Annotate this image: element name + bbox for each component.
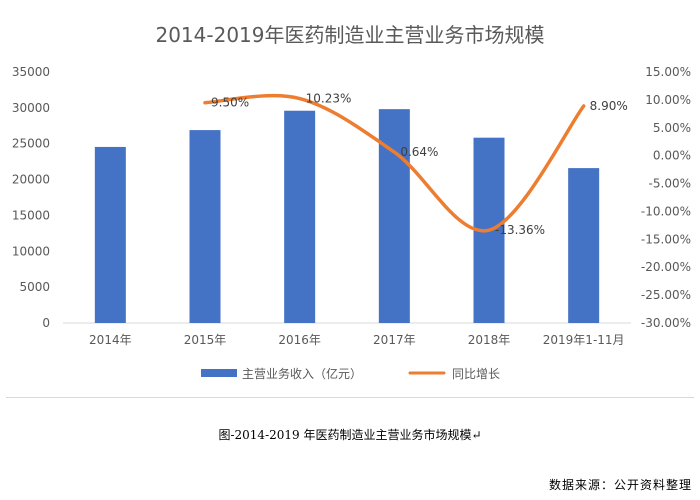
left-tick-label: 30000 xyxy=(12,101,50,115)
legend-line-label: 同比增长 xyxy=(452,367,500,381)
right-tick-label: -5.00% xyxy=(649,177,691,191)
left-tick-label: 5000 xyxy=(19,280,50,294)
figure-caption: 图-2014-2019 年医药制造业主营业务市场规模↵ xyxy=(218,428,482,442)
left-tick-label: 0 xyxy=(42,316,50,330)
bar xyxy=(378,109,410,323)
chart-svg: 2014-2019年医药制造业主营业务市场规模 0 5000 10000 15000 2… xyxy=(12,23,691,381)
bar xyxy=(189,130,221,323)
category-label: 2014年 xyxy=(89,333,132,347)
bar-series xyxy=(94,109,600,324)
category-label: 2016年 xyxy=(278,333,321,347)
bar xyxy=(94,146,126,323)
growth-data-label: 9.50% xyxy=(211,96,249,110)
left-tick-label: 35000 xyxy=(12,65,50,79)
growth-line xyxy=(203,93,586,233)
right-tick-label: -10.00% xyxy=(641,204,691,218)
category-label: 2017年 xyxy=(373,333,416,347)
separator xyxy=(6,397,694,398)
category-label: 2018年 xyxy=(468,333,511,347)
left-tick-label: 15000 xyxy=(12,208,50,222)
right-tick-label: -25.00% xyxy=(641,288,691,302)
growth-data-label: 8.90% xyxy=(590,99,628,113)
right-tick-label: -20.00% xyxy=(641,260,691,274)
chart-title: 2014-2019年医药制造业主营业务市场规模 xyxy=(155,23,544,47)
chart-frame: 2014-2019年医药制造业主营业务市场规模 0 5000 10000 15000 2… xyxy=(12,23,691,381)
x-axis-labels: 2014年 2015年 2016年 2017年 2018年 2019年1-11月 xyxy=(89,333,624,347)
right-tick-label: 5.00% xyxy=(653,121,691,135)
line-series: 9.50% 10.23% 0.64% -13.36% 8.90% xyxy=(203,92,628,237)
bar xyxy=(568,168,600,323)
category-label: 2015年 xyxy=(184,333,227,347)
bar xyxy=(284,110,316,324)
data-source: 数据来源：公开资料整理 xyxy=(548,478,692,492)
left-tick-label: 20000 xyxy=(12,173,50,187)
left-axis: 0 5000 10000 15000 20000 25000 30000 35000 xyxy=(12,65,50,330)
growth-data-label: -13.36% xyxy=(495,223,545,237)
left-tick-label: 10000 xyxy=(12,244,50,258)
right-tick-label: -30.00% xyxy=(641,316,691,330)
left-tick-label: 25000 xyxy=(12,137,50,151)
right-tick-label: 0.00% xyxy=(653,149,691,163)
right-tick-label: 15.00% xyxy=(645,65,691,79)
right-axis: -30.00% -25.00% -20.00% -15.00% -10.00% -5.00… xyxy=(641,65,691,330)
growth-data-label: 0.64% xyxy=(400,145,438,159)
legend-bar-label: 主营业务收入（亿元） xyxy=(242,366,362,381)
right-tick-label: -15.00% xyxy=(641,232,691,246)
legend: 主营业务收入（亿元） 同比增长 xyxy=(201,366,500,381)
right-tick-label: 10.00% xyxy=(645,93,691,107)
legend-bar-swatch xyxy=(201,369,237,377)
category-label: 2019年1-11月 xyxy=(543,333,625,347)
growth-data-label: 10.23% xyxy=(306,92,352,106)
